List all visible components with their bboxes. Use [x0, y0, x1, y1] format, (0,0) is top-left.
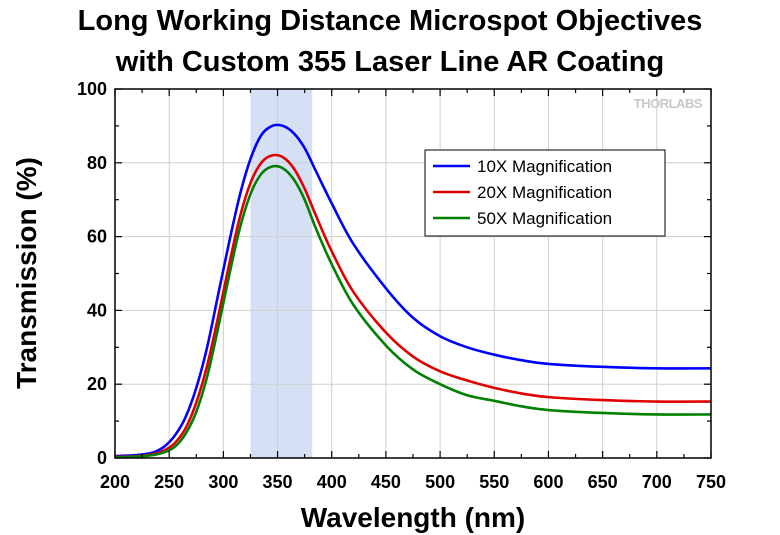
x-tick-label: 350 — [263, 472, 293, 492]
chart-subtitle: with Custom 355 Laser Line AR Coating — [115, 46, 665, 78]
axis-ticks — [114, 88, 712, 459]
y-tick-label: 100 — [77, 79, 107, 99]
series-line-20x-magnification — [114, 153, 712, 459]
plot-background — [115, 89, 711, 458]
legend-label: 10X Magnification — [477, 157, 612, 176]
x-tick-labels: 200 250 300 350 400 450 500 550 600 650 700 750 — [100, 472, 726, 492]
legend: 10X Magnification 20X Magnification 50X Ma… — [424, 149, 666, 237]
y-tick-label: 40 — [87, 300, 107, 320]
watermark-logo: THORLABS — [634, 96, 703, 111]
x-tick-label: 750 — [696, 472, 726, 492]
y-axis-label: Transmission (%) — [11, 157, 42, 389]
x-tick-label: 450 — [371, 472, 401, 492]
plot-area — [115, 89, 711, 458]
highlight-band — [250, 89, 313, 458]
x-tick-label: 500 — [425, 472, 455, 492]
y-tick-label: 20 — [87, 374, 107, 394]
x-tick-label: 300 — [208, 472, 238, 492]
highlight-band-group — [250, 89, 313, 458]
y-tick-label: 0 — [97, 448, 107, 468]
legend-label: 20X Magnification — [477, 183, 612, 202]
y-tick-label: 80 — [87, 153, 107, 173]
x-tick-label: 600 — [533, 472, 563, 492]
series-line-10x-magnification — [114, 123, 712, 458]
y-tick-labels: 0 20 40 60 80 100 — [77, 79, 107, 468]
x-tick-label: 550 — [479, 472, 509, 492]
series-line-50x-magnification — [114, 164, 712, 459]
series-lines — [114, 123, 712, 459]
x-tick-label: 400 — [317, 472, 347, 492]
chart-title: Long Working Distance Microspot Objectiv… — [77, 5, 703, 37]
x-tick-label: 250 — [154, 472, 184, 492]
x-tick-label: 200 — [100, 472, 130, 492]
x-tick-label: 650 — [588, 472, 618, 492]
y-tick-label: 60 — [87, 227, 107, 247]
x-tick-label: 700 — [642, 472, 672, 492]
legend-label: 50X Magnification — [477, 209, 612, 228]
x-axis-label: Wavelength (nm) — [301, 502, 526, 533]
